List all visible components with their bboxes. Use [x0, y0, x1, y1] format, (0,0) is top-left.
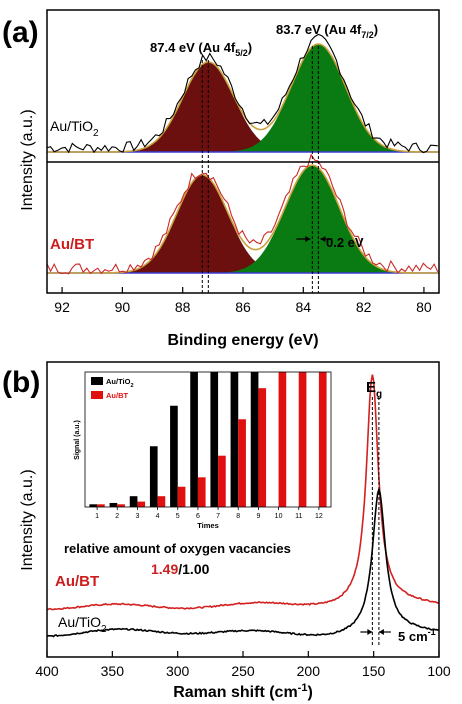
series-label-au-bt-b: Au/BT — [55, 573, 99, 590]
panel-a-x-axis: 92 90 88 86 84 82 80 — [54, 287, 432, 315]
panel-a-xtick-label-88: 88 — [175, 299, 191, 315]
inset-bar-aubt-9 — [258, 388, 267, 507]
inset-x-axis: 1 2 3 4 5 6 7 8 9 10 11 12 — [95, 507, 323, 520]
panel-a-xtick-label-84: 84 — [296, 299, 312, 315]
vacancy-ratio: 1.49/1.00 — [151, 561, 210, 577]
shift-arrow-right-head — [320, 236, 326, 242]
inset-xlabel: Times — [197, 521, 219, 530]
inset-legend-au-bt: Au/BT — [106, 391, 128, 400]
peak-label-au4f72: 83.7 eV (Au 4f7/2) — [276, 22, 378, 40]
panel-a-xtick-label-86: 86 — [235, 299, 251, 315]
shift-arrow-left-head — [305, 236, 311, 242]
inset-bar-autio2-9 — [250, 372, 259, 507]
panel-a-aubt-peak-1 — [47, 175, 439, 273]
inset-legend-swatch-au-bt — [91, 391, 103, 399]
inset-bar-autio2-4 — [149, 446, 158, 507]
panel-b-plot-area — [46, 374, 440, 646]
inset-bars — [89, 372, 327, 507]
raman-shift-label: 5 cm-1 — [398, 627, 436, 644]
inset-xtick-label-7: 7 — [216, 513, 220, 520]
inset-bar-autio2-6 — [190, 372, 198, 507]
series-label-au-tio2-a: Au/TiO2 — [50, 118, 99, 139]
inset-ylabel: Signal (a.u.) — [74, 420, 81, 460]
inset-bar-aubt-10 — [278, 372, 287, 507]
panel-b-spectrum-aubt — [46, 374, 440, 611]
series-label-au-bt-a: Au/BT — [50, 236, 94, 253]
panel-b-xtick-label-200: 200 — [297, 663, 321, 679]
inset-bar-aubt-1 — [97, 504, 105, 507]
panel-a-xtick-label-80: 80 — [416, 299, 432, 315]
panel-a-xtick-label-82: 82 — [356, 299, 372, 315]
panel-a-xlabel: Binding energy (eV) — [167, 332, 318, 349]
inset-bar-aubt-3 — [137, 501, 146, 507]
inset-background — [82, 368, 334, 516]
inset-xtick-label-6: 6 — [196, 513, 200, 520]
inset-bar-aubt-11 — [298, 372, 307, 507]
oxygen-vacancy-text: relative amount of oxygen vacancies — [64, 541, 291, 556]
inset-frame — [84, 371, 332, 508]
raman-shift-arrow-right-head — [378, 629, 384, 635]
inset-bar-autio2-8 — [230, 372, 239, 507]
panel-a-plot-area — [46, 33, 439, 293]
inset-bar-aubt-12 — [318, 372, 327, 507]
inset-xtick-label-4: 4 — [156, 513, 160, 520]
peak-label-au4f52: 87.4 eV (Au 4f5/2) — [150, 40, 252, 58]
panel-b-xtick-label-100: 100 — [427, 663, 451, 679]
panel-b-xtick-label-150: 150 — [362, 663, 386, 679]
inset-xtick-label-8: 8 — [236, 513, 240, 520]
inset-bar-aubt-2 — [117, 504, 125, 507]
inset-legend-au-tio2: Au/TiO2 — [106, 377, 134, 389]
inset-bar-chart: 1 2 3 4 5 6 7 8 9 10 11 12 Times Signal (a.u.) Au/T… — [74, 368, 334, 530]
panel-b-ylabel: Intensity (a.u.) — [19, 469, 36, 570]
panel-b: (b) 400 350 300 250 200 150 100 Raman shift (c… — [2, 361, 451, 701]
inset-xtick-label-1: 1 — [95, 513, 99, 520]
panel-b-x-axis: 400 350 300 250 200 150 100 — [35, 651, 451, 679]
inset-bar-aubt-5 — [177, 486, 186, 507]
panel-b-xlabel: Raman shift (cm-1) — [173, 682, 313, 701]
panel-b-xtick-label-350: 350 — [101, 663, 125, 679]
inset-bar-aubt-8 — [238, 419, 246, 507]
inset-bar-autio2-1 — [89, 504, 98, 507]
inset-bar-autio2-7 — [210, 372, 219, 507]
series-label-au-tio2-b: Au/TiO2 — [58, 614, 107, 635]
inset-bar-aubt-7 — [218, 455, 226, 507]
panel-a-label: (a) — [2, 16, 39, 49]
inset-xtick-label-12: 12 — [315, 513, 323, 520]
inset-bar-autio2-5 — [170, 405, 178, 507]
shift-label-0-2ev: 0.2 eV — [326, 235, 364, 250]
inset-bar-autio2-3 — [129, 496, 138, 507]
inset-bar-aubt-4 — [157, 496, 166, 507]
panel-a-aubt-peak-2 — [47, 165, 439, 273]
inset-xtick-label-3: 3 — [135, 513, 139, 520]
inset-bar-aubt-6 — [197, 477, 206, 507]
panel-b-xtick-label-300: 300 — [166, 663, 190, 679]
raman-shift-arrow-left-head — [367, 629, 373, 635]
inset-xtick-label-9: 9 — [256, 513, 260, 520]
eg-label: Eg — [366, 379, 382, 400]
panel-a-autio2-peak-1 — [47, 62, 439, 152]
panel-a-xtick-label-92: 92 — [54, 299, 70, 315]
panel-a-fit-envelope-2 — [47, 164, 439, 274]
inset-legend-swatch-au-tio2 — [91, 377, 103, 385]
inset-xtick-label-10: 10 — [275, 513, 283, 520]
inset-xtick-label-2: 2 — [115, 513, 119, 520]
panel-a-raw-data-1 — [46, 33, 438, 154]
panel-a-xtick-label-90: 90 — [115, 299, 131, 315]
panel-a-raw-data-2 — [46, 153, 439, 275]
panel-b-xtick-label-400: 400 — [35, 663, 59, 679]
panel-b-xtick-label-250: 250 — [231, 663, 255, 679]
panel-b-spectrum-autio2 — [46, 486, 440, 638]
panel-a: (a) 92 90 88 86 84 82 80 Binding energy (eV) I… — [2, 9, 440, 349]
inset-xtick-label-5: 5 — [176, 513, 180, 520]
panel-b-label: (b) — [2, 366, 40, 399]
panel-a-autio2-peak-2 — [47, 44, 439, 152]
panel-a-ylabel: Intensity (a.u.) — [19, 109, 36, 210]
inset-bar-autio2-2 — [109, 502, 118, 507]
inset-xtick-label-11: 11 — [295, 513, 302, 520]
